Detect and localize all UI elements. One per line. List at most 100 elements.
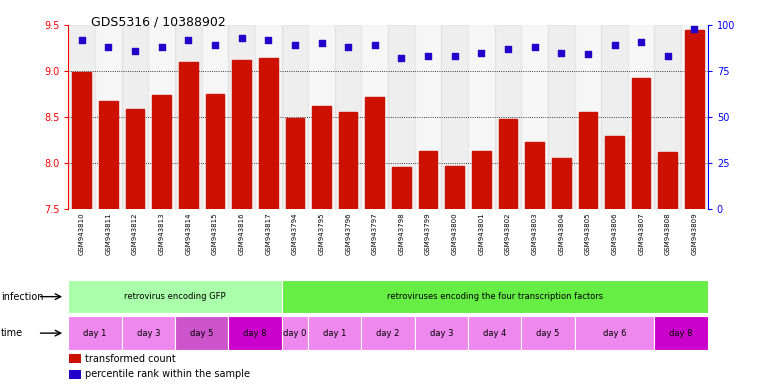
Bar	[95, 25, 122, 209]
Bar	[68, 25, 95, 209]
Bar	[68, 280, 282, 313]
Text: day 8: day 8	[244, 329, 266, 338]
Bar	[179, 62, 198, 209]
Bar	[632, 78, 651, 209]
Bar	[175, 25, 202, 209]
Text: day 1: day 1	[323, 329, 346, 338]
Bar	[312, 106, 331, 209]
Text: day 5: day 5	[537, 329, 559, 338]
Point	[236, 35, 248, 41]
Text: day 4: day 4	[483, 329, 506, 338]
Bar	[255, 25, 282, 209]
Point	[129, 48, 142, 54]
Bar	[228, 25, 255, 209]
Bar	[468, 25, 495, 209]
Point	[102, 44, 114, 50]
Bar	[232, 60, 251, 209]
Text: day 3: day 3	[137, 329, 160, 338]
Point	[75, 36, 88, 43]
Bar	[175, 316, 228, 350]
Text: day 0: day 0	[283, 329, 307, 338]
Bar	[552, 158, 571, 209]
Bar	[69, 354, 81, 363]
Bar	[472, 151, 491, 209]
Bar	[68, 316, 122, 350]
Point	[635, 38, 647, 45]
Bar	[525, 142, 544, 209]
Point	[555, 50, 567, 56]
Text: day 5: day 5	[190, 329, 213, 338]
Bar	[495, 25, 521, 209]
Text: day 3: day 3	[430, 329, 453, 338]
Bar	[122, 316, 175, 350]
Bar	[605, 136, 624, 209]
Point	[608, 42, 620, 48]
Bar	[282, 280, 708, 313]
Bar	[361, 316, 415, 350]
Point	[449, 53, 461, 60]
Point	[182, 36, 194, 43]
Text: retrovirus encoding GFP: retrovirus encoding GFP	[124, 292, 226, 301]
Point	[289, 42, 301, 48]
Bar	[388, 25, 415, 209]
Bar	[361, 25, 388, 209]
Text: transformed count: transformed count	[85, 354, 176, 364]
Bar	[658, 152, 677, 209]
Bar	[205, 94, 224, 209]
Point	[688, 26, 700, 32]
Text: infection: infection	[1, 291, 43, 302]
Bar	[578, 112, 597, 209]
Bar	[441, 25, 468, 209]
Point	[661, 53, 674, 60]
Bar	[685, 30, 704, 209]
Point	[262, 36, 274, 43]
Bar	[468, 316, 521, 350]
Text: day 8: day 8	[670, 329, 693, 338]
Bar	[69, 370, 81, 379]
Text: GDS5316 / 10388902: GDS5316 / 10388902	[91, 15, 226, 28]
Point	[422, 53, 434, 60]
Point	[581, 51, 594, 58]
Text: day 2: day 2	[377, 329, 400, 338]
Text: retroviruses encoding the four transcription factors: retroviruses encoding the four transcrip…	[387, 292, 603, 301]
Bar	[308, 316, 361, 350]
Bar	[72, 72, 91, 209]
Bar	[282, 25, 308, 209]
Bar	[681, 25, 708, 209]
Bar	[335, 25, 361, 209]
Point	[475, 50, 487, 56]
Bar	[228, 316, 282, 350]
Bar	[628, 25, 654, 209]
Bar	[122, 25, 148, 209]
Bar	[259, 58, 278, 209]
Point	[502, 46, 514, 52]
Bar	[654, 25, 681, 209]
Bar	[654, 316, 708, 350]
Bar	[365, 97, 384, 209]
Text: percentile rank within the sample: percentile rank within the sample	[85, 369, 250, 379]
Bar	[415, 316, 468, 350]
Bar	[126, 109, 145, 209]
Bar	[392, 167, 411, 209]
Point	[368, 42, 380, 48]
Bar	[575, 316, 654, 350]
Point	[209, 42, 221, 48]
Bar	[419, 151, 438, 209]
Bar	[521, 25, 548, 209]
Bar	[339, 112, 358, 209]
Bar	[445, 166, 464, 209]
Text: time: time	[1, 328, 23, 338]
Point	[528, 44, 540, 50]
Point	[155, 44, 167, 50]
Text: day 6: day 6	[603, 329, 626, 338]
Bar	[202, 25, 228, 209]
Bar	[575, 25, 601, 209]
Bar	[285, 118, 304, 209]
Point	[396, 55, 408, 61]
Bar	[498, 119, 517, 209]
Bar	[548, 25, 575, 209]
Bar	[148, 25, 175, 209]
Bar	[521, 316, 575, 350]
Point	[315, 40, 327, 46]
Bar	[308, 25, 335, 209]
